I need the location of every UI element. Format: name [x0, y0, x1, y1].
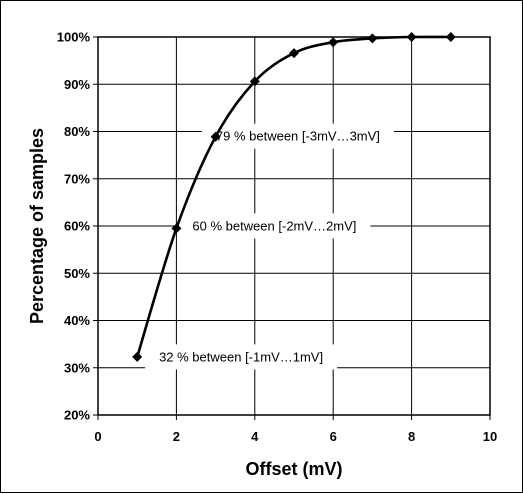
- x-tick-label: 10: [483, 429, 497, 444]
- data-point: [328, 37, 339, 48]
- x-tick-label: 0: [94, 429, 101, 444]
- annotation-label: 60 % between [-2mV…2mV]: [192, 219, 356, 234]
- y-tick-label: 20%: [64, 408, 90, 423]
- x-tick-label: 6: [330, 429, 337, 444]
- y-tick-label: 60%: [64, 219, 90, 234]
- x-axis-title: Offset (mV): [245, 459, 342, 479]
- series-layer: [132, 32, 456, 362]
- annotation: 60 % between [-2mV…2mV]: [178, 213, 371, 239]
- annotation-label: 79 % between [-3mV…3mV]: [216, 129, 380, 144]
- x-tick-label: 2: [173, 429, 180, 444]
- y-tick-label: 100%: [57, 30, 91, 45]
- data-point: [171, 223, 182, 234]
- series-line: [135, 35, 451, 358]
- annotation-label: 32 % between [-1mV…1mV]: [159, 349, 323, 364]
- y-tick-label: 70%: [64, 171, 90, 186]
- y-tick-label: 50%: [64, 266, 90, 281]
- annotations: 79 % between [-3mV…3mV] 60 % between [-2m…: [145, 123, 394, 370]
- annotation-background: [201, 123, 394, 149]
- y-tick-label: 30%: [64, 360, 90, 375]
- data-point: [132, 351, 143, 362]
- annotation-background: [178, 213, 371, 239]
- x-tick-label: 8: [408, 429, 415, 444]
- annotation: 32 % between [-1mV…1mV]: [145, 344, 338, 370]
- data-point: [367, 33, 378, 44]
- y-tick-label: 90%: [64, 77, 90, 92]
- annotation: 79 % between [-3mV…3mV]: [201, 123, 394, 149]
- annotation-background: [145, 344, 338, 370]
- y-tick-label: 40%: [64, 313, 90, 328]
- y-tick-label: 80%: [64, 124, 90, 139]
- axes: 0 2 4 6 8 10 20% 30% 40% 50% 60% 70% 80% 90% 100%: [57, 30, 497, 445]
- data-point: [249, 76, 260, 87]
- data-point: [289, 48, 299, 59]
- y-axis-title: Percentage of samples: [27, 128, 47, 324]
- x-tick-label: 4: [251, 429, 259, 444]
- data-point: [210, 131, 221, 142]
